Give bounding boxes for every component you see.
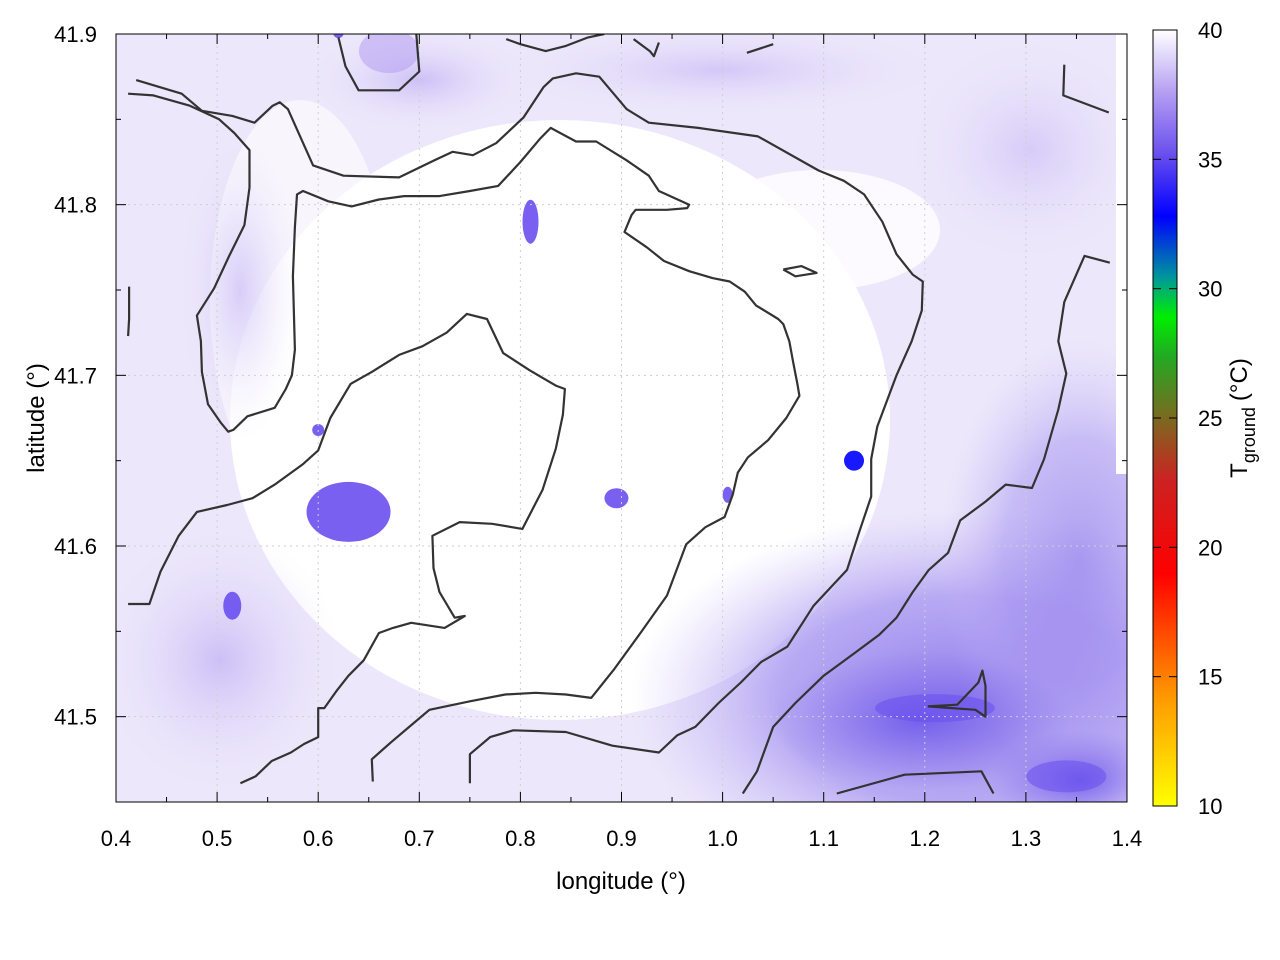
y-tick-label: 41.5 (54, 705, 97, 730)
x-tick-label: 0.9 (606, 826, 637, 851)
hot-cold-spots (223, 34, 1107, 793)
x-tick-label: 1.1 (808, 826, 839, 851)
y-tick-label: 41.9 (54, 22, 97, 47)
colorbar-tick-labels: 10 15 20 25 30 35 40 (1198, 18, 1222, 819)
colorbar-tick-label: 10 (1198, 794, 1222, 819)
x-tick-label: 1.4 (1112, 826, 1143, 851)
colorbar-tick-label: 35 (1198, 147, 1222, 172)
x-tick-label: 0.5 (202, 826, 233, 851)
field-spot (874, 694, 995, 723)
y-axis-tick-labels: 41.5 41.6 41.7 41.8 41.9 (54, 22, 97, 730)
field-spot (312, 423, 325, 436)
contour-line (782, 265, 818, 278)
contour-line (836, 770, 995, 795)
field-spot (333, 34, 344, 38)
contour-line (505, 34, 605, 53)
field-spot (223, 591, 242, 620)
x-tick-label: 1.3 (1011, 826, 1042, 851)
y-tick-label: 41.6 (54, 534, 97, 559)
field-spot (306, 481, 391, 542)
y-tick-label: 41.8 (54, 193, 97, 218)
x-tick-label: 0.8 (505, 826, 536, 851)
colorbar-tick-label: 30 (1198, 277, 1222, 302)
colorbar-tick-label: 15 (1198, 665, 1222, 690)
x-tick-label: 1.2 (910, 826, 941, 851)
field-spot (522, 199, 539, 244)
x-tick-label: 0.7 (404, 826, 435, 851)
contour-line (746, 43, 774, 54)
colorbar: 10 15 20 25 30 35 40 Tground (°C) (1152, 18, 1259, 819)
field-spot (1026, 760, 1107, 793)
x-axis-title: longitude (°) (556, 868, 686, 895)
colorbar-ticks (1153, 29, 1177, 807)
contour-line (1062, 64, 1110, 114)
contour-line (127, 286, 131, 337)
colorbar-tick-label: 40 (1198, 18, 1222, 43)
contour-lines (127, 34, 1111, 795)
grid-lines (116, 33, 1127, 802)
contour-line (337, 34, 421, 92)
colorbar-tick-label: 25 (1198, 406, 1222, 431)
x-tick-label: 1.0 (707, 826, 738, 851)
colorbar-title: Tground (°C) (1226, 358, 1259, 478)
heatmap-field (116, 34, 1127, 802)
field-spot (844, 450, 865, 471)
x-axis-tick-labels: 0.4 0.5 0.6 0.7 0.8 0.9 1.0 1.1 1.2 1.3 1.4 (101, 826, 1143, 851)
colorbar-tick-label: 20 (1198, 535, 1222, 560)
contour-line (135, 72, 924, 784)
colorbar-title-sub: ground (1239, 407, 1259, 463)
contour-line (128, 312, 566, 785)
contour-line (632, 38, 660, 58)
colorbar-title-main: T (1226, 463, 1253, 478)
contour-line (927, 669, 987, 718)
x-tick-label: 0.4 (101, 826, 132, 851)
y-tick-label: 41.7 (54, 363, 97, 388)
axis-ticks (115, 33, 1128, 803)
field-spot (358, 34, 419, 74)
field-spot (604, 488, 629, 509)
x-tick-label: 0.6 (303, 826, 334, 851)
y-axis-title: latitude (°) (23, 363, 50, 473)
contour-line (741, 254, 1111, 795)
colorbar-title-unit: (°C) (1226, 358, 1253, 401)
contour-line (128, 92, 801, 782)
